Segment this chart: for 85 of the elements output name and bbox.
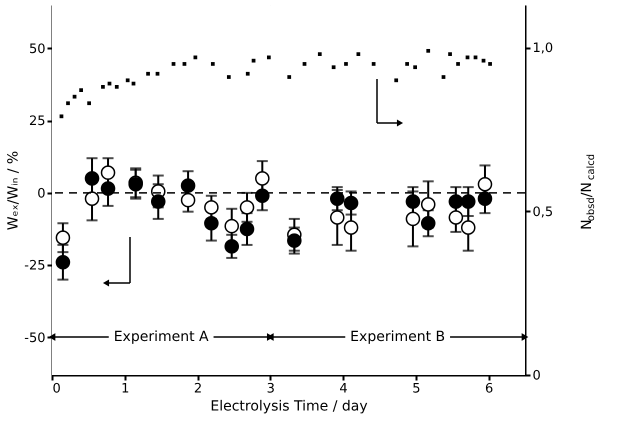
point — [224, 218, 240, 234]
point — [482, 58, 486, 63]
point — [456, 62, 460, 66]
x-tick-label: 2 — [194, 382, 202, 396]
y2-tick-label: 1,0 — [532, 41, 554, 56]
y-tick-label: 25 — [28, 114, 46, 130]
x-tick-label: 5 — [412, 382, 420, 396]
point — [182, 62, 186, 66]
y-tick-label: 0 — [37, 186, 46, 202]
point — [302, 62, 306, 66]
band-label: Experiment A — [114, 329, 210, 345]
point — [180, 192, 196, 208]
point — [79, 88, 83, 92]
point — [460, 194, 476, 209]
point — [226, 75, 231, 79]
point — [72, 94, 76, 99]
point — [287, 75, 292, 79]
x-tick-label: 6 — [484, 382, 494, 396]
point — [344, 196, 358, 210]
point — [406, 212, 420, 226]
point — [372, 62, 376, 66]
point — [330, 191, 345, 206]
point — [287, 233, 302, 248]
point — [488, 62, 492, 66]
y2-tick-label: 0,5 — [532, 204, 554, 220]
point — [448, 52, 452, 56]
point — [478, 191, 492, 206]
point — [442, 75, 446, 79]
point — [318, 52, 322, 56]
point — [56, 230, 70, 245]
point — [460, 220, 476, 235]
point — [448, 210, 464, 225]
point — [132, 82, 136, 86]
x-tick-label: 0 — [52, 382, 61, 396]
point — [406, 194, 420, 209]
point — [108, 82, 112, 86]
point — [266, 56, 271, 60]
point — [420, 197, 436, 212]
point — [84, 191, 100, 206]
point — [448, 194, 464, 209]
point — [60, 114, 64, 118]
point — [240, 222, 254, 236]
point — [420, 216, 436, 230]
point — [252, 58, 256, 63]
x-axis-title: Electrolysis Time / day — [210, 398, 368, 414]
point — [172, 62, 176, 66]
point — [344, 62, 348, 66]
point — [413, 65, 417, 70]
point — [478, 176, 492, 192]
y2-axis-title: Nobsd/Ncalcd — [579, 154, 597, 230]
point — [146, 72, 150, 76]
point — [204, 216, 219, 230]
point — [224, 239, 240, 254]
y-axis-title: Wₑₓ/Wᵢₙ / % — [5, 150, 22, 230]
point — [101, 84, 105, 89]
band-label: Experiment B — [350, 329, 446, 345]
point — [204, 200, 219, 215]
point — [255, 171, 270, 186]
point — [66, 101, 70, 106]
point — [330, 210, 345, 225]
x-tick-label: 1 — [121, 382, 130, 396]
point — [466, 56, 470, 60]
point — [87, 101, 91, 106]
point — [84, 171, 100, 186]
y-tick-label: -25 — [24, 258, 46, 274]
point — [356, 52, 360, 56]
point — [255, 188, 270, 204]
y2-tick-label: 0 — [532, 368, 541, 384]
x-tick-label: 4 — [339, 382, 348, 396]
point — [56, 255, 70, 270]
point — [405, 62, 409, 66]
point — [150, 194, 166, 209]
point — [180, 178, 196, 193]
point — [474, 56, 478, 60]
point — [193, 56, 198, 60]
point — [100, 165, 116, 180]
point — [344, 220, 358, 235]
point — [156, 72, 160, 76]
x-tick-label: 3 — [266, 382, 275, 396]
point — [240, 200, 254, 215]
y-tick-label: -50 — [24, 330, 46, 346]
point — [210, 62, 215, 66]
y-tick-label: 50 — [28, 42, 46, 57]
point — [100, 181, 116, 196]
point — [332, 65, 336, 70]
